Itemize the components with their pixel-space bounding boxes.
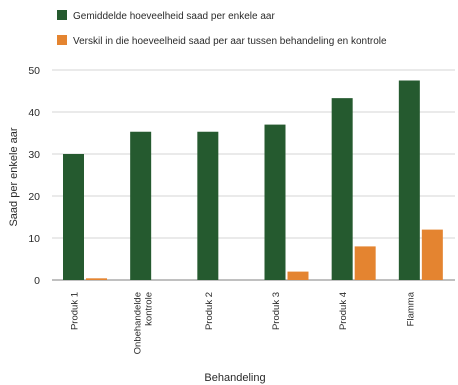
bar-series1-onbehandelde-kontrole [130, 131, 152, 280]
x-category-label-2: Onbehandeldekontrole [133, 292, 155, 354]
bar-series2-produk-4 [354, 246, 376, 280]
bar-series2-flamma [421, 229, 443, 280]
y-tick-label-50: 50 [28, 65, 40, 77]
bar-series1-produk-1 [63, 154, 84, 280]
legend-swatch-2 [57, 35, 67, 45]
y-tick-label-10: 10 [28, 233, 40, 245]
y-tick-label-30: 30 [28, 149, 40, 161]
x-axis-categories: Produk 1 Onbehandeldekontrole Produk 2 Prod… [70, 291, 417, 354]
y-tick-label-20: 20 [28, 191, 40, 203]
x-category-label-4: Produk 3 [271, 292, 282, 330]
x-category-label-1: Produk 1 [70, 292, 81, 330]
grid-lines [52, 69, 455, 281]
bar-series2-produk-3 [287, 271, 309, 280]
x-category-label-3: Produk 2 [204, 292, 215, 330]
x-axis-label: Behandeling [204, 372, 265, 384]
bar-series1-produk-4 [331, 98, 353, 280]
bar-series1-produk-2 [197, 131, 219, 280]
legend-swatch-1 [57, 10, 67, 20]
y-axis-ticks: 0 10 20 30 40 50 [28, 65, 40, 287]
bar-series1-flamma [398, 80, 420, 280]
x-category-label-5: Produk 4 [338, 292, 349, 330]
legend-label-2: Verskil in die hoeveelheid saad per aar … [73, 36, 387, 47]
y-tick-label-0: 0 [34, 275, 40, 287]
bar-series1-produk-3 [264, 124, 286, 280]
bar-series2-produk-1 [86, 278, 107, 280]
y-axis-label: Saad per enkele aar [8, 127, 20, 226]
bars [63, 80, 443, 280]
legend: Gemiddelde hoeveelheid saad per enkele a… [57, 10, 387, 47]
legend-label-1: Gemiddelde hoeveelheid saad per enkele a… [73, 11, 275, 22]
x-category-label-6: Flamma [405, 291, 416, 326]
y-tick-label-40: 40 [28, 107, 40, 119]
